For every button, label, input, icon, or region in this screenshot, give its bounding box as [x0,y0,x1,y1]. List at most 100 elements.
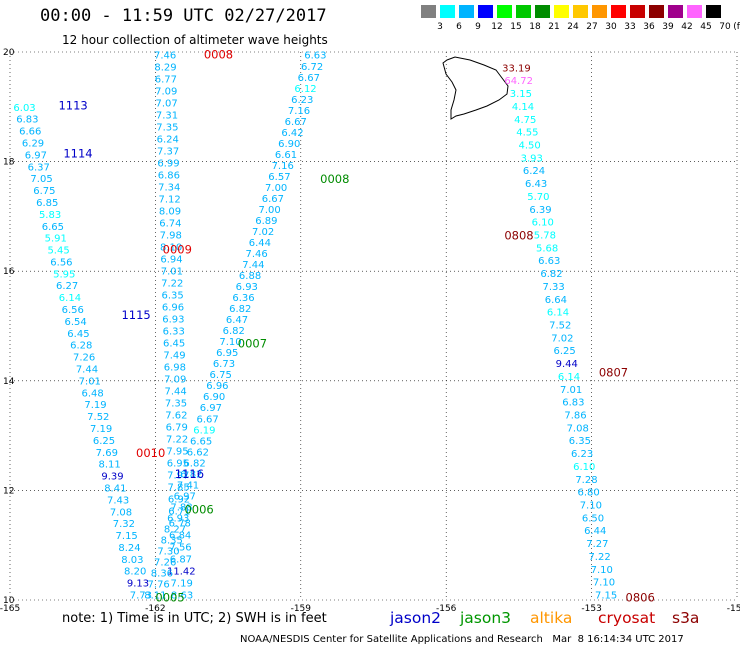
color-swatch-label: 6 [456,22,462,32]
wave-height-value: 6.56 [50,257,72,268]
wave-height-value: 6.65 [42,222,64,233]
wave-height-value: 9.44 [556,359,578,370]
pass-time-label: 0806 [626,590,655,604]
wave-height-value: 6.83 [562,398,584,409]
pass-time-label: 0007 [238,337,267,351]
wave-height-value: 6.67 [262,194,284,205]
wave-height-value: 11.42 [167,567,196,578]
wave-height-value: 7.52 [87,412,109,423]
color-swatch [649,5,664,18]
lon-tick-label: -159 [291,604,312,614]
wave-height-value: 7.34 [158,183,180,194]
pass-time-label: 0010 [136,446,165,460]
wave-height-value: 6.61 [275,150,297,161]
wave-height-value: 7.88 [170,502,192,513]
wave-height-value: 6.97 [200,403,222,414]
wave-height-value: 8.24 [118,543,140,554]
wave-height-value: 8.11 [99,460,121,471]
color-swatch-label: 33 [624,22,636,32]
color-swatch-label: 9 [475,22,481,32]
color-swatch [668,5,683,18]
wave-height-value: 7.52 [549,321,571,332]
lon-tick-label: -162 [145,604,165,614]
wave-height-value: 7.32 [113,519,135,530]
wave-height-value: 6.82 [183,458,205,469]
lat-tick-label: 12 [3,486,14,496]
color-swatch [459,5,474,18]
wave-height-value: 5.78 [534,230,556,241]
wave-height-value: 7.02 [551,333,573,344]
wave-height-value: 7.00 [265,183,287,194]
wave-height-value: 4.75 [514,115,536,126]
wave-height-value: 6.82 [540,269,562,280]
wave-height-value: 7.37 [157,147,179,158]
color-swatch [554,5,569,18]
color-swatch [611,5,626,18]
pass-time-label: 0005 [155,590,184,604]
color-swatch-label: 39 [662,22,674,32]
wave-height-value: 6.90 [278,139,300,150]
wave-height-value: 6.89 [255,216,277,227]
pass-time-label: 1114 [63,146,92,160]
color-swatch [592,5,607,18]
wave-height-value: 7.22 [166,435,188,446]
wave-height-value: 7.44 [165,387,187,398]
wave-height-value: 7.09 [164,375,186,386]
wave-height-value: 8.63 [171,591,193,602]
wave-height-value: 7.46 [154,51,176,62]
wave-height-value: 8.03 [121,555,143,566]
wave-height-value: 7.26 [154,557,176,568]
wave-height-value: 6.63 [304,51,326,62]
wave-height-value: 6.44 [584,526,606,537]
wave-height-value: 9.39 [101,472,123,483]
wave-height-value: 6.86 [158,171,180,182]
wave-height-value: 8.36 [151,568,173,579]
wave-height-value: 6.93 [167,513,189,524]
wave-height-value: 5.70 [527,192,549,203]
satellite-legend-item: jason3 [460,609,512,627]
wave-height-value: 7.22 [588,552,610,563]
lat-tick-label: 20 [3,48,15,58]
wave-height-value: 6.36 [232,293,254,304]
wave-height-value: 7.33 [543,282,565,293]
wave-height-value: 4.14 [512,102,534,113]
color-swatch [573,5,588,18]
pass-time-label: 0008 [320,172,349,186]
page-title: 00:00 - 11:59 UTC 02/27/2017 [40,6,327,26]
wave-height-value: 6.84 [169,531,191,542]
wave-height-value: 6.93 [236,282,258,293]
wave-height-value: 7.98 [160,231,182,242]
wave-height-value: 8.29 [154,63,176,74]
wave-height-value: 6.28 [70,341,92,352]
lat-tick-label: 18 [3,158,15,168]
wave-height-value: 6.99 [157,159,179,170]
wave-height-value: 5.91 [45,234,67,245]
axis-ticks: -165 -162 -159 -156 -153 -150 20 18 16 14 12 10 [0,48,740,614]
wave-height-value: 6.67 [196,414,218,425]
wave-height-value: 6.27 [56,281,78,292]
page-subtitle: 12 hour collection of altimeter wave hei… [62,33,328,47]
wave-height-value: 8.27 [164,524,186,535]
wave-height-value: 6.23 [571,449,593,460]
wave-height-value: 6.90 [203,392,225,403]
color-swatch [497,5,512,18]
wave-height-value: 6.24 [157,135,179,146]
satellite-legend-item: cryosat [598,609,656,627]
wave-height-value: 6.12 [294,84,316,95]
lon-tick-label: -153 [581,604,601,614]
wave-height-value: 7.22 [161,279,183,290]
wave-height-value: 7.00 [259,205,281,216]
wave-height-value: 6.83 [16,115,38,126]
wave-height-value: 7.43 [107,495,129,506]
wave-height-value: 6.78 [169,519,191,530]
wave-height-value: 6.35 [161,291,183,302]
wave-height-value: 33.19 [502,63,531,74]
wave-height-value: 8.20 [124,567,146,578]
wave-height-value: 6.67 [298,73,320,84]
wave-height-value: 6.10 [532,218,554,229]
wave-height-value: 7.35 [156,123,178,134]
wave-height-value: 4.50 [518,140,540,151]
wave-height-value: 7.44 [242,260,264,271]
wave-height-value: 6.63 [538,256,560,267]
color-swatch-label: 15 [510,22,522,32]
